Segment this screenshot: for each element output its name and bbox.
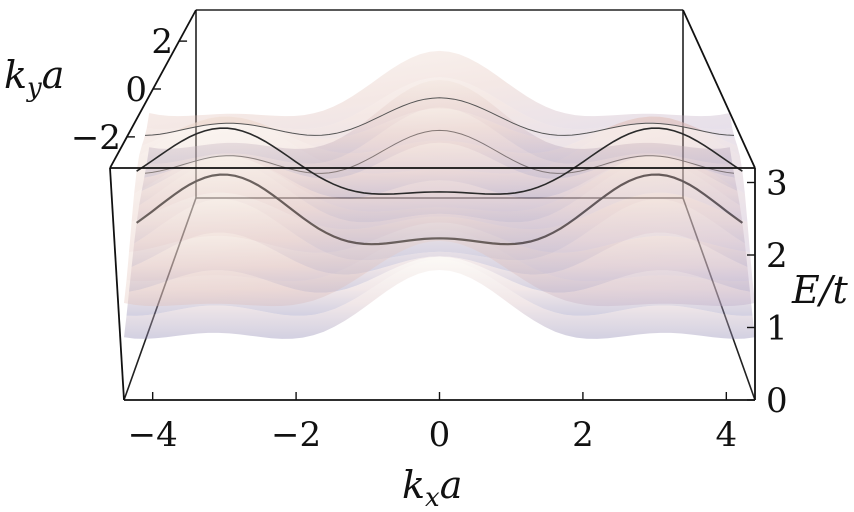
band-strip <box>129 192 750 253</box>
band-surface-2 <box>124 50 755 307</box>
y-axis-label-base: k <box>4 53 27 97</box>
x-tick-label: −2 <box>271 415 321 455</box>
band-strip <box>134 128 745 212</box>
z-axis-label: E/t <box>791 268 849 312</box>
energy-band-surfaces <box>124 50 755 339</box>
y-axis-label: kya <box>4 53 64 103</box>
axis-ticks <box>126 40 755 401</box>
band-strip <box>131 154 748 230</box>
band-strip <box>124 259 755 339</box>
y-axis-label-rest: a <box>42 53 65 97</box>
x-tick-labels: −4 −2 0 2 4 <box>128 415 738 455</box>
y-tick-label: −2 <box>71 118 121 158</box>
x-tick-label: 4 <box>715 415 737 455</box>
band-strip <box>139 116 740 174</box>
y-tick-labels: −202 <box>71 22 173 158</box>
z-tick-label: 1 <box>766 309 788 349</box>
z-tick-label: 2 <box>766 236 788 276</box>
x-tick-label: −4 <box>128 415 178 455</box>
y-tick-label: 0 <box>125 70 147 110</box>
band-strip <box>124 229 755 307</box>
x-tick-label: 0 <box>429 415 451 455</box>
y-tick-label: 2 <box>151 22 173 62</box>
band-strip <box>126 222 753 282</box>
band-strip <box>144 77 735 139</box>
z-tick-label: 3 <box>766 164 788 204</box>
x-tick-label: 2 <box>572 415 594 455</box>
band-strip <box>141 108 738 154</box>
z-tick-label: 0 <box>766 381 788 421</box>
x-axis-label-sub: x <box>425 483 440 512</box>
x-axis-label-base: k <box>402 463 425 507</box>
y-axis-label-sub: y <box>26 73 42 103</box>
x-axis-label: kxa <box>402 463 462 512</box>
band-back-line-2 <box>144 97 735 136</box>
x-axis-label-rest: a <box>440 463 463 507</box>
band-mesh-line-2 <box>136 127 743 195</box>
band-strip <box>136 116 743 195</box>
z-tick-labels: 0 1 2 3 <box>766 164 788 422</box>
